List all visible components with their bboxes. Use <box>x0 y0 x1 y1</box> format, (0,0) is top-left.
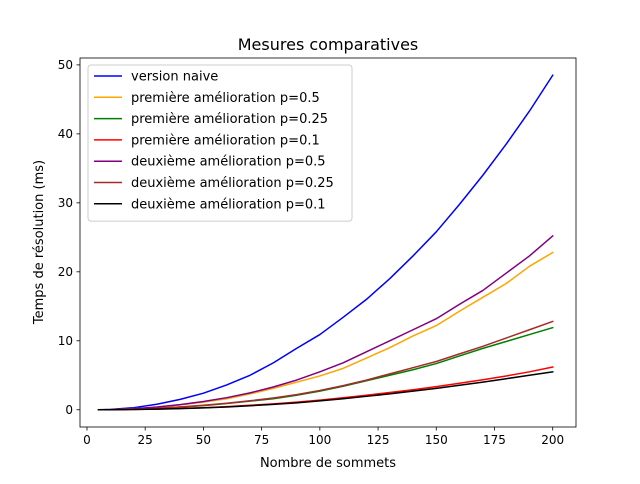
x-tick-label: 75 <box>254 433 269 447</box>
x-tick-label: 25 <box>138 433 153 447</box>
legend-label-7: deuxième amélioration p=0.1 <box>131 197 326 212</box>
series-line-5 <box>97 234 554 411</box>
legend: version naive première amélioration p=0.5… <box>87 64 353 222</box>
legend-label-3: première amélioration p=0.25 <box>131 112 328 127</box>
legend-label-5: deuxième amélioration p=0.5 <box>131 155 326 170</box>
x-tick-label: 0 <box>83 433 91 447</box>
legend-box <box>87 64 353 222</box>
x-tick-label: 125 <box>367 433 390 447</box>
y-tick-label: 20 <box>58 265 73 279</box>
y-tick-label: 10 <box>58 334 73 348</box>
axes-frame <box>79 57 577 428</box>
series-line-6 <box>97 320 554 411</box>
y-tick-label: 40 <box>58 127 73 141</box>
legend-label-1: version naive <box>131 70 218 85</box>
x-axis-label: Nombre de sommets <box>260 456 396 471</box>
y-tick-label: 0 <box>65 403 73 417</box>
y-axis-label: Temps de résolution (ms) <box>32 160 47 325</box>
plot-area <box>97 74 554 411</box>
legend-label-6: deuxième amélioration p=0.25 <box>131 176 334 191</box>
y-tick-label: 50 <box>58 58 73 72</box>
chart-title: Mesures comparatives <box>238 35 419 54</box>
series-line-1 <box>97 74 554 411</box>
x-tick-label: 150 <box>425 433 448 447</box>
series-line-7 <box>97 370 554 411</box>
legend-label-4: première amélioration p=0.1 <box>131 133 320 148</box>
legend-label-2: première amélioration p=0.5 <box>131 91 320 106</box>
axes: 0 25 50 75 100 125 150 175 200 0 10 20 30 40 50 <box>58 57 577 447</box>
x-tick-label: 200 <box>541 433 564 447</box>
x-tick-label: 175 <box>483 433 506 447</box>
y-tick-label: 30 <box>58 196 73 210</box>
x-tick-label: 50 <box>196 433 211 447</box>
x-tick-label: 100 <box>308 433 331 447</box>
